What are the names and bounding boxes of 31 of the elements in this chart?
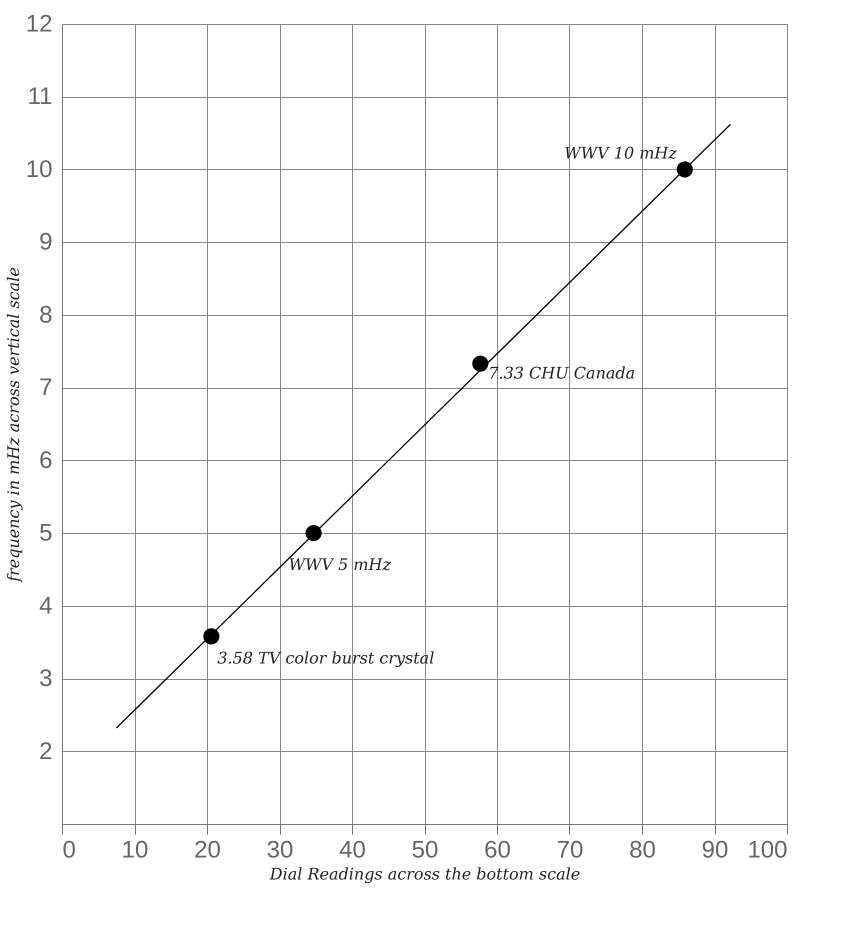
y-tick-label: 6 [39,446,52,474]
y-axis-title: frequency in mHz across vertical scale [4,267,23,583]
x-tick-label: 30 [266,836,294,864]
y-tick-label: 5 [39,520,52,547]
x-tick-label: 100 [747,836,788,864]
annotation: WWV 5 mHz [288,555,392,574]
x-tick-label: 10 [122,836,148,864]
point [203,628,220,644]
annotation: 7.33 CHU Canada [488,364,636,383]
y-tick-label: 9 [39,228,52,256]
y-tick-label: 8 [39,301,52,328]
x-axis-title: Dial Readings across the bottom scale [268,864,580,884]
x-tick-label: 20 [194,836,221,864]
x-tick-label: 60 [484,836,511,864]
y-tick-label: 2 [39,738,52,765]
x-tick-label: 40 [339,836,366,864]
y-tick-label: 11 [28,83,52,110]
x-tick-label: 0 [62,836,76,864]
point [676,161,693,178]
x-tick-label: 80 [629,836,656,864]
annotation: 3.58 TV color burst crystal [217,648,434,668]
y-tick-label: 12 [26,10,52,38]
point [472,356,488,372]
x-tick-label: 70 [556,836,584,864]
y-tick-label: 10 [26,156,52,183]
y-tick-label: 7 [39,374,52,402]
x-tick-label: 90 [702,836,728,864]
annotation: WWV 10 mHz [564,143,678,162]
y-tick-label: 4 [39,592,52,620]
y-tick-label: 3 [39,665,52,692]
x-tick-label: 50 [412,836,438,864]
